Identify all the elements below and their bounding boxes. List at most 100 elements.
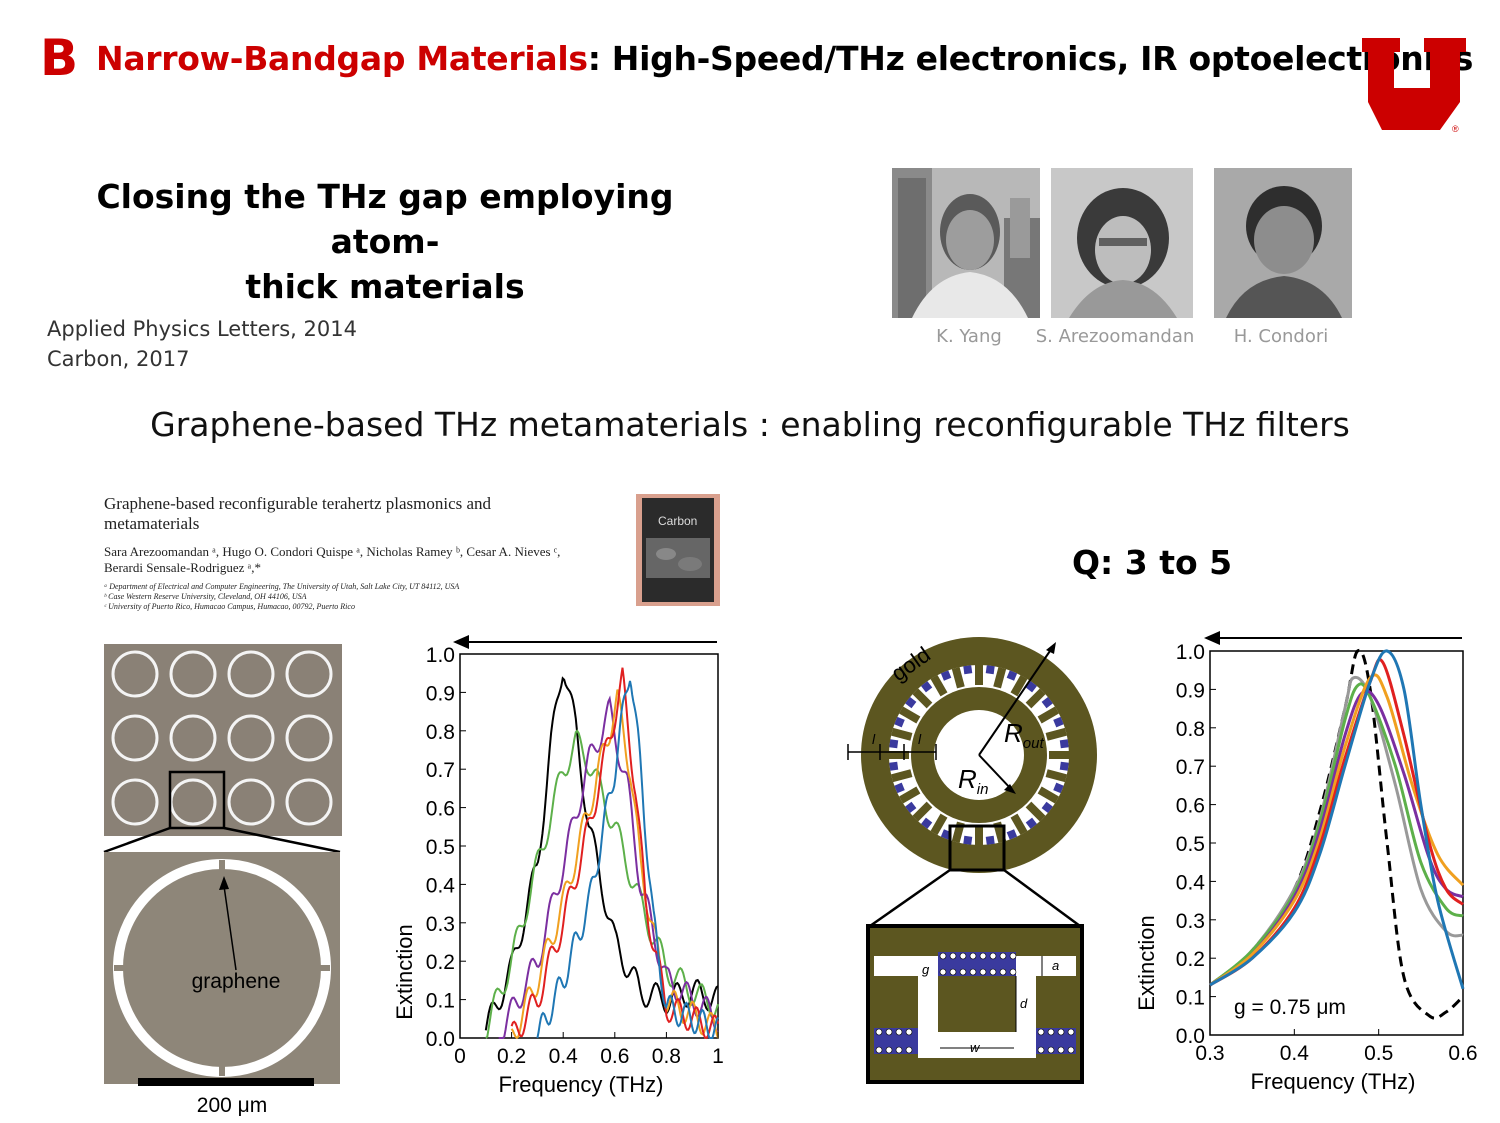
caption-k-yang: K. Yang xyxy=(936,326,1002,347)
portrait-photo-h-condori xyxy=(1214,168,1352,318)
ring-resonator-diagram: gold Rout Rin l l g a d w xyxy=(847,637,1097,1084)
references: Applied Physics Letters, 2014 Carbon, 20… xyxy=(47,314,357,374)
x-tick-label: 0.2 xyxy=(497,1045,526,1068)
q-factor-label: Q: 3 to 5 xyxy=(1072,543,1233,582)
graphene-patch xyxy=(921,817,933,829)
x-tick-label: 0.4 xyxy=(1280,1042,1310,1065)
gold-finger xyxy=(1037,706,1059,724)
ring-cell xyxy=(169,714,217,762)
y-tick-label: 0.7 xyxy=(1176,756,1205,779)
w-label: w xyxy=(970,1040,981,1055)
x-tick-label: 1 xyxy=(712,1045,724,1068)
plot-frame xyxy=(459,653,719,1039)
y-tick-label: 0.6 xyxy=(426,798,455,821)
series-line xyxy=(1209,675,1464,987)
gold-finger xyxy=(930,813,948,835)
x-tick-label: 0.3 xyxy=(1195,1042,1224,1065)
y-axis-label: Extinction xyxy=(1134,915,1159,1010)
series-line xyxy=(498,695,719,1039)
series-line xyxy=(485,729,719,1039)
graphene-patch xyxy=(985,665,995,675)
affiliation-a: ᵃ Department of Electrical and Computer … xyxy=(104,582,460,591)
gold-finger xyxy=(1045,769,1067,783)
series-line xyxy=(510,667,719,1040)
l-label-left: l xyxy=(872,731,876,747)
ring-cell xyxy=(285,714,333,762)
y-tick-label: 0.5 xyxy=(1176,833,1205,856)
r-in-label: Rin xyxy=(958,764,988,798)
paper-authors-line-2: Berardi Sensale-Rodriguez ᵃ,* xyxy=(104,560,261,575)
y-tick-label: 0.2 xyxy=(1176,948,1205,971)
graphene-patch xyxy=(1006,829,1018,840)
graphene-patch xyxy=(1053,716,1064,728)
gold-finger xyxy=(912,688,933,709)
scale-bar xyxy=(138,1078,314,1086)
y-tick-label: 0.9 xyxy=(426,682,455,705)
y-tick-label: 0.1 xyxy=(1176,987,1205,1010)
y-tick-label: 0.7 xyxy=(426,759,455,782)
gold-finger xyxy=(891,769,913,783)
graphene-patch xyxy=(905,801,917,813)
graphene-patch xyxy=(1041,697,1053,709)
slide-subtitle: Closing the THz gap employing atom- thic… xyxy=(60,174,710,309)
d-label: d xyxy=(1020,996,1028,1011)
paper-authors: Sara Arezoomandan ᵃ, Hugo O. Condori Qui… xyxy=(104,544,644,576)
gold-finger xyxy=(899,786,921,804)
x-axis-label: Frequency (THz) xyxy=(498,1072,663,1097)
graphene-patch xyxy=(1059,739,1069,749)
portrait-photo-s-arezoomandan xyxy=(1051,168,1193,318)
scale-bar-label: 200 μm xyxy=(197,1094,267,1117)
y-tick-label: 0.3 xyxy=(1176,910,1205,933)
a-label: a xyxy=(1052,958,1059,973)
header-title-red: Narrow-Bandgap Materials xyxy=(96,39,588,78)
graphene-patch xyxy=(889,739,899,749)
reference-item: Applied Physics Letters, 2014 xyxy=(47,317,357,341)
x-tick-label: 0.8 xyxy=(652,1045,681,1068)
subtitle-line-2: thick materials xyxy=(245,267,525,306)
y-tick-label: 0.6 xyxy=(1176,795,1205,818)
paper-title: Graphene-based reconfigurable terahertz … xyxy=(104,494,604,534)
y-tick-label: 0.8 xyxy=(1176,718,1205,741)
y-axis-label: Extinction xyxy=(392,924,417,1019)
y-tick-label: 0.1 xyxy=(426,990,455,1013)
ring-cell xyxy=(285,778,333,826)
y-tick-label: 0.9 xyxy=(1176,679,1205,702)
extinction-chart-measured: 0.0 0.1 0.2 0.3 0.4 0.5 0.6 0.7 0.8 0.9 1.0 0 0.2 0.4… xyxy=(392,635,724,1097)
gold-finger xyxy=(912,801,933,822)
x-tick-label: 0.6 xyxy=(600,1045,629,1068)
l-label-right: l xyxy=(918,731,922,747)
series-line xyxy=(536,680,719,1039)
y-tick-label: 1.0 xyxy=(1176,641,1205,664)
graphene-label: graphene xyxy=(192,970,281,993)
gold-finger xyxy=(951,667,965,689)
gold-finger xyxy=(993,667,1007,689)
series-line xyxy=(484,676,719,1031)
graphene-patch xyxy=(889,761,899,771)
graphene-patch xyxy=(1053,782,1064,794)
detail-box xyxy=(948,824,1006,872)
graphene-patch xyxy=(1006,670,1018,681)
graphene-patch xyxy=(894,782,905,794)
y-tick-label: 0.3 xyxy=(426,913,455,936)
gold-finger xyxy=(1025,801,1046,822)
series-line xyxy=(1209,682,1464,987)
svg-text:®: ® xyxy=(1452,124,1459,134)
y-tick-label: 0.0 xyxy=(1176,1025,1205,1048)
graphene-patch xyxy=(905,697,917,709)
g-label: g xyxy=(922,962,930,977)
graphene-patch xyxy=(940,670,952,681)
caption-s-arezoomandan: S. Arezoomandan xyxy=(1035,326,1195,347)
ring-cell xyxy=(227,778,275,826)
section-heading: Graphene-based THz metamaterials : enabl… xyxy=(150,405,1350,444)
r-out-label: Rout xyxy=(1004,718,1044,752)
paper-title-line-2: metamaterials xyxy=(104,514,200,533)
graphene-segments xyxy=(889,665,1069,845)
graphene-patch xyxy=(1059,761,1069,771)
y-tick-label: 0.2 xyxy=(426,951,455,974)
paper-affiliations: ᵃ Department of Electrical and Computer … xyxy=(104,582,664,612)
ring-micrograph: graphene 200 μm xyxy=(103,644,342,1117)
affiliation-c: ᶜ University of Puerto Rico, Humacao Cam… xyxy=(104,602,355,611)
paper-title-line-1: Graphene-based reconfigurable terahertz … xyxy=(104,494,492,513)
y-tick-label: 0.8 xyxy=(426,721,455,744)
ring-cell xyxy=(111,778,159,826)
